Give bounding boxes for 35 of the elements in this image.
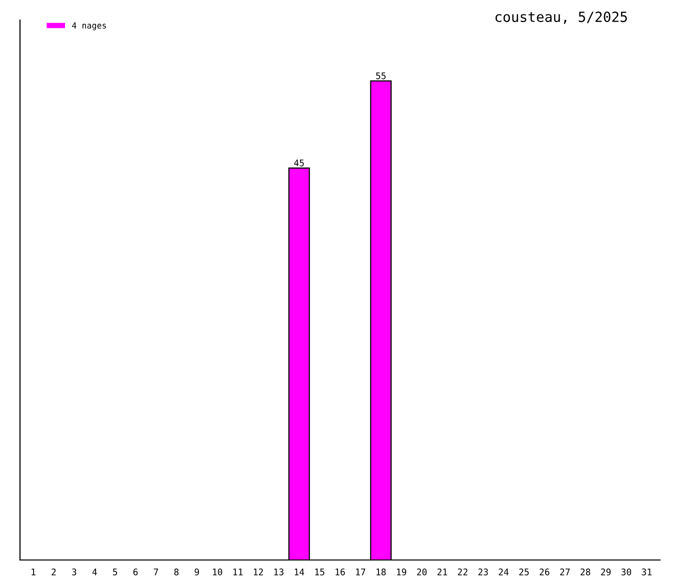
data-label: 45 <box>294 160 304 166</box>
x-tick-label: 10 <box>212 568 222 576</box>
x-tick-label: 28 <box>580 568 590 576</box>
x-tick-label: 22 <box>458 568 468 576</box>
x-tick-label: 16 <box>336 568 345 576</box>
data-label: 55 <box>376 72 386 80</box>
x-tick-label: 6 <box>133 568 138 576</box>
x-tick-label: 5 <box>112 568 118 576</box>
x-tick-label: 3 <box>72 568 76 576</box>
x-tick-label: 8 <box>174 568 179 576</box>
x-tick-label: 1 <box>32 568 36 576</box>
x-tick-label: 30 <box>621 568 632 576</box>
legend-label: 4 nages <box>72 22 106 30</box>
x-tick-label: 31 <box>642 568 652 576</box>
x-tick-label: 29 <box>601 568 611 576</box>
x-tick-label: 7 <box>154 568 158 576</box>
x-tick-label: 27 <box>560 568 570 576</box>
x-tick-label: 20 <box>417 568 427 576</box>
x-tick-label: 25 <box>519 568 529 576</box>
chart-title: cousteau, 5/2025 <box>496 12 627 24</box>
x-tick-label: 15 <box>315 568 324 576</box>
x-tick-label: 26 <box>540 568 550 576</box>
x-tick-label: 13 <box>274 568 284 576</box>
x-tick-label: 14 <box>294 568 304 576</box>
x-tick-label: 17 <box>356 568 366 576</box>
x-tick-label: 9 <box>194 568 199 576</box>
x-tick-label: 19 <box>396 568 406 576</box>
x-tick-label: 4 <box>92 568 97 576</box>
x-tick-label: 2 <box>52 568 56 576</box>
x-tick-label: 18 <box>376 568 386 576</box>
x-tick-label: 11 <box>233 568 243 576</box>
x-tick-label: 23 <box>478 568 488 576</box>
x-tick-label: 21 <box>437 568 448 576</box>
x-tick-label: 24 <box>498 568 509 576</box>
x-tick-label: 12 <box>254 568 263 576</box>
